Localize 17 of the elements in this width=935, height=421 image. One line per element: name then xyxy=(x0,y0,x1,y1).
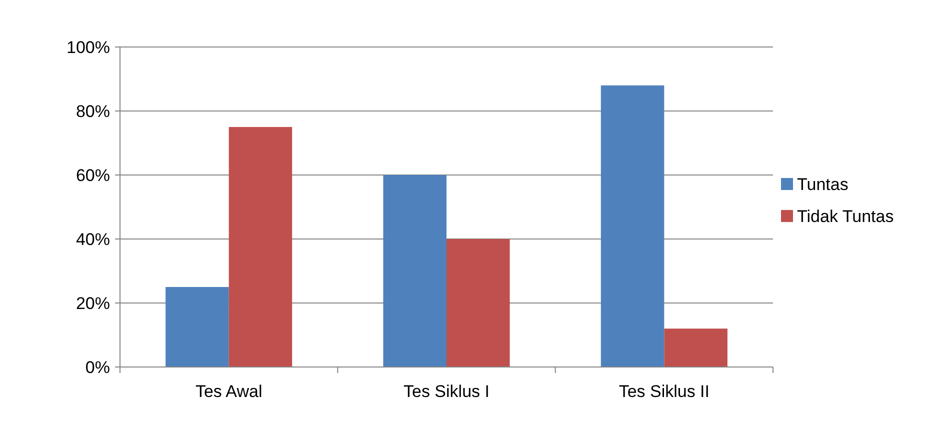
bar xyxy=(228,127,292,367)
y-tick-label: 0% xyxy=(85,358,110,377)
y-tick-label: 100% xyxy=(66,38,110,57)
bar xyxy=(664,328,728,367)
legend-label: Tuntas xyxy=(797,174,848,194)
bar xyxy=(446,239,510,367)
y-tick-label: 20% xyxy=(76,294,110,313)
x-tick-label: Tes Siklus I xyxy=(404,382,490,401)
x-tick-label: Tes Siklus II xyxy=(618,382,710,401)
bar xyxy=(600,85,664,367)
y-tick-label: 60% xyxy=(76,166,110,185)
bar xyxy=(383,175,446,367)
bar xyxy=(166,287,229,367)
y-tick-label: 40% xyxy=(76,230,110,249)
y-tick-label: 80% xyxy=(76,102,110,121)
x-tick-label: Tes Awal xyxy=(195,382,262,401)
legend-label: Tidak Tuntas xyxy=(797,206,894,226)
